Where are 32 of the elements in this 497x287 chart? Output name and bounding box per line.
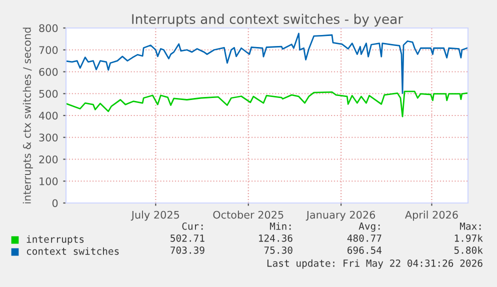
y-tick-label: 500	[39, 90, 58, 98]
y-axis-title: interrupts & ctx switches / second	[22, 28, 33, 204]
x-tick-label: January 2026	[306, 210, 376, 221]
text: Avg:	[358, 222, 380, 232]
text: Cur:	[182, 222, 203, 230]
text: Last update: Fri May 22 04:31:26 2026	[267, 259, 482, 269]
chart-title: Interrupts and context switches - by year	[132, 14, 404, 27]
text: 703.39	[170, 246, 204, 254]
line-series	[66, 90, 468, 118]
x-tick-label: April 2026	[404, 210, 458, 221]
y-tick-label: 600	[39, 68, 58, 76]
text: 5.80k	[454, 246, 483, 254]
text: 75.30	[264, 246, 292, 254]
y-tick-label: 0	[52, 199, 58, 208]
y-tick-label: 800	[39, 24, 58, 32]
y-tick-label: 400	[38, 112, 58, 120]
y-tick-label: 700	[39, 46, 58, 54]
x-tick-label: July 2025	[130, 210, 180, 221]
x-tick-label: October 2025	[213, 210, 284, 219]
legend-label: interrupts	[26, 235, 84, 245]
legend-label: context switches	[26, 247, 119, 255]
text: Min:	[270, 222, 291, 230]
y-tick-label: 300	[39, 134, 58, 142]
text: Max:	[460, 222, 481, 230]
text: 696.54	[348, 246, 382, 254]
text: 502.71	[170, 234, 204, 242]
y-tick-label: 100	[40, 177, 58, 186]
line-series	[66, 32, 468, 94]
y-tick-label: 200	[39, 155, 58, 164]
text: 124.36	[259, 234, 292, 242]
text: 1.97k	[454, 234, 483, 242]
text: 480.77	[347, 234, 382, 242]
